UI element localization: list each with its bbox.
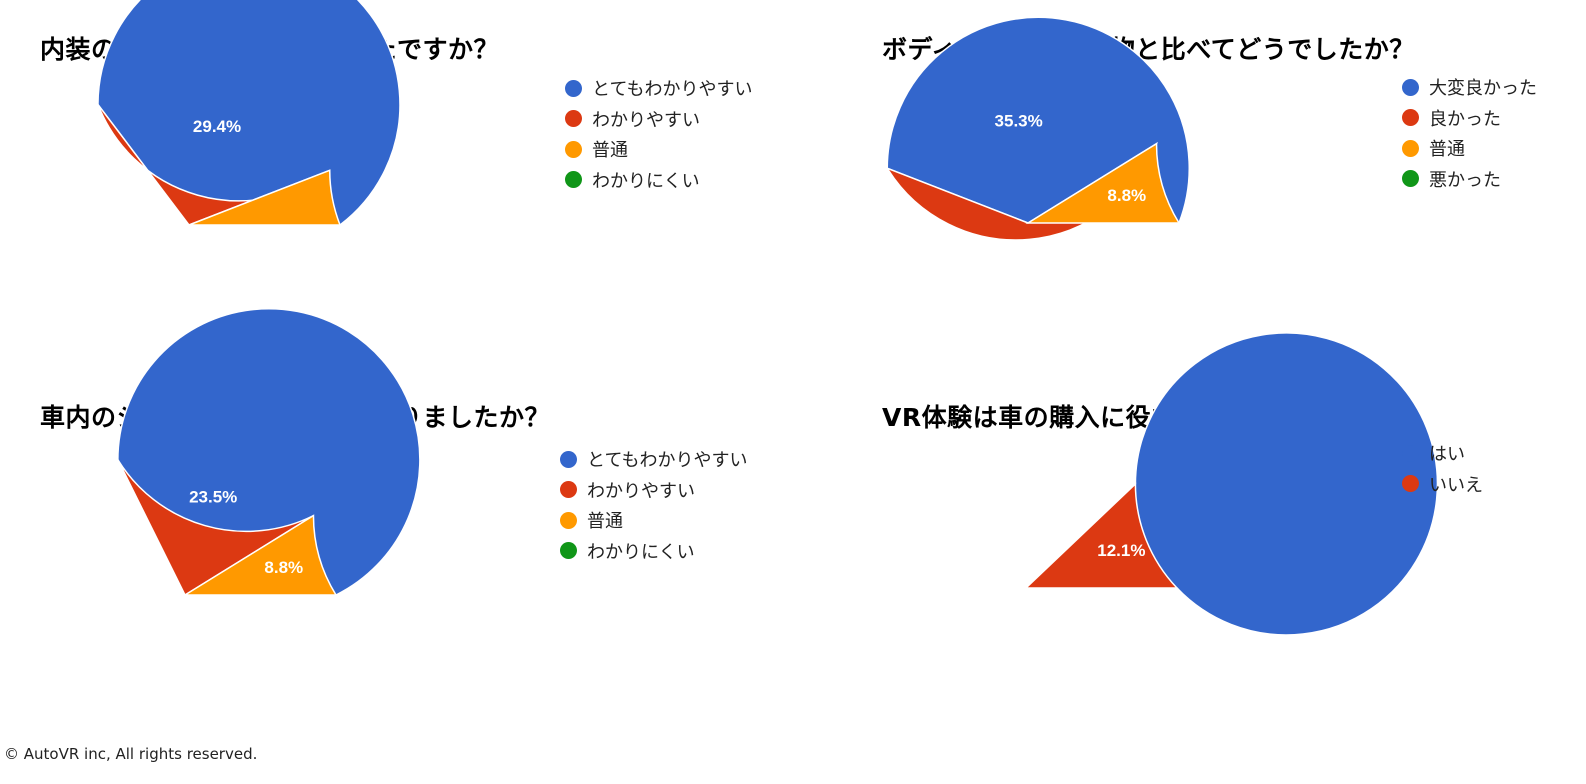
chart-legend: とてもわかりやすい わかりやすい 普通わかりにくい	[560, 444, 748, 566]
legend-swatch	[565, 110, 582, 128]
pie-slice	[1025, 142, 1181, 224]
legend-swatch	[560, 542, 577, 560]
legend-label: とてもわかりやすい	[587, 450, 748, 472]
pie-slice	[182, 514, 338, 596]
legend-item: わかりやすい	[560, 475, 748, 506]
legend-swatch	[1402, 78, 1419, 96]
legend-item: 普通	[565, 134, 753, 165]
legend-label: 大変良かった	[1429, 78, 1537, 100]
legend-label: とてもわかりやすい	[592, 79, 753, 101]
legend-label: 悪かった	[1429, 169, 1501, 191]
legend-item: 普通	[560, 505, 748, 536]
legend-swatch	[1402, 109, 1419, 127]
legend-swatch	[565, 140, 582, 158]
pie-slice	[188, 169, 342, 226]
chart-legend: はい いいえ	[1402, 438, 1483, 499]
legend-label: わかりやすい	[587, 480, 695, 502]
slice-data-label: 29.4%	[193, 117, 241, 136]
legend-item: 悪かった	[1402, 164, 1537, 195]
chart-panel-seat-distance: 車内のシート間の距離感はわかりましたか？ 67.6%23.5%8.8% とてもわ…	[40, 308, 833, 770]
legend-swatch	[1402, 139, 1419, 157]
legend-label: わかりにくい	[592, 170, 700, 192]
legend-label: 普通	[1429, 139, 1465, 161]
chart-panel-body-color: ボディーカラーは実物と比べてどうでしたか？ 55.9% 35.3% 8.8% 大変良…	[882, 16, 1586, 402]
slice-data-label: 55.9%	[985, 315, 1033, 334]
legend-item: 大変良かった	[1402, 72, 1537, 103]
chart-panel-interior-texture: 内装の質感はわかりやすかったですか？ 64.7%29.4% とてもわかりやすいわ…	[40, 0, 833, 402]
pie-slice	[1024, 482, 1179, 589]
copyright-notice: © AutoVR inc, All rights reserved.	[4, 745, 258, 763]
chart-legend: 大変良かった 良かった普通悪かった	[1402, 72, 1537, 194]
legend-swatch	[560, 511, 577, 529]
legend-item: 普通	[1402, 133, 1537, 164]
legend-label: わかりやすい	[592, 109, 700, 131]
legend-swatch	[1402, 475, 1419, 493]
slice-data-label: 64.7%	[119, 308, 167, 327]
slice-data-label: 35.3%	[995, 112, 1043, 131]
legend-swatch	[1402, 170, 1419, 188]
legend-swatch	[565, 171, 582, 189]
pie-chart: 55.9% 35.3% 8.8%	[885, 16, 1190, 334]
slice-data-label: 67.6%	[107, 673, 155, 692]
legend-label: はい	[1429, 444, 1465, 466]
legend-swatch	[1402, 444, 1419, 462]
slice-data-label: 87.9%	[907, 617, 955, 636]
pie-chart: 64.7% 29.4%	[97, 0, 401, 327]
chart-panel-purchase-usefulness: VR体験は車の購入に役立ちそうですか？ 87.9% 12.1% はい いいえ	[882, 332, 1586, 770]
pie-chart: 67.6% 23.5% 8.8%	[107, 308, 421, 692]
pie-slice	[97, 0, 401, 226]
legend-label: いいえ	[1429, 474, 1483, 496]
slice-data-label: 8.8%	[264, 558, 303, 577]
legend-item: わかりやすい	[565, 104, 753, 135]
legend-swatch	[565, 79, 582, 97]
legend-label: 普通	[587, 511, 623, 533]
legend-item: とてもわかりやすい	[560, 444, 748, 475]
slice-data-label: 23.5%	[189, 487, 237, 506]
slice-data-label: 12.1%	[1097, 541, 1145, 560]
legend-item: わかりにくい	[560, 536, 748, 567]
pie-chart: 87.9% 12.1%	[907, 332, 1439, 636]
legend-swatch	[560, 481, 577, 499]
legend-item: 良かった	[1402, 103, 1537, 134]
legend-item: はい	[1402, 438, 1483, 469]
legend-swatch	[560, 450, 577, 468]
legend-label: 普通	[592, 140, 628, 162]
legend-item: とてもわかりやすい	[565, 73, 753, 104]
legend-item: わかりにくい	[565, 165, 753, 196]
chart-legend: とてもわかりやすい わかりやすい 普通わかりにくい	[565, 73, 753, 195]
slice-data-label: 8.8%	[1107, 186, 1146, 205]
legend-label: わかりにくい	[587, 541, 695, 563]
legend-label: 良かった	[1429, 108, 1501, 130]
pie-slice	[117, 459, 314, 597]
legend-item: いいえ	[1402, 469, 1483, 500]
